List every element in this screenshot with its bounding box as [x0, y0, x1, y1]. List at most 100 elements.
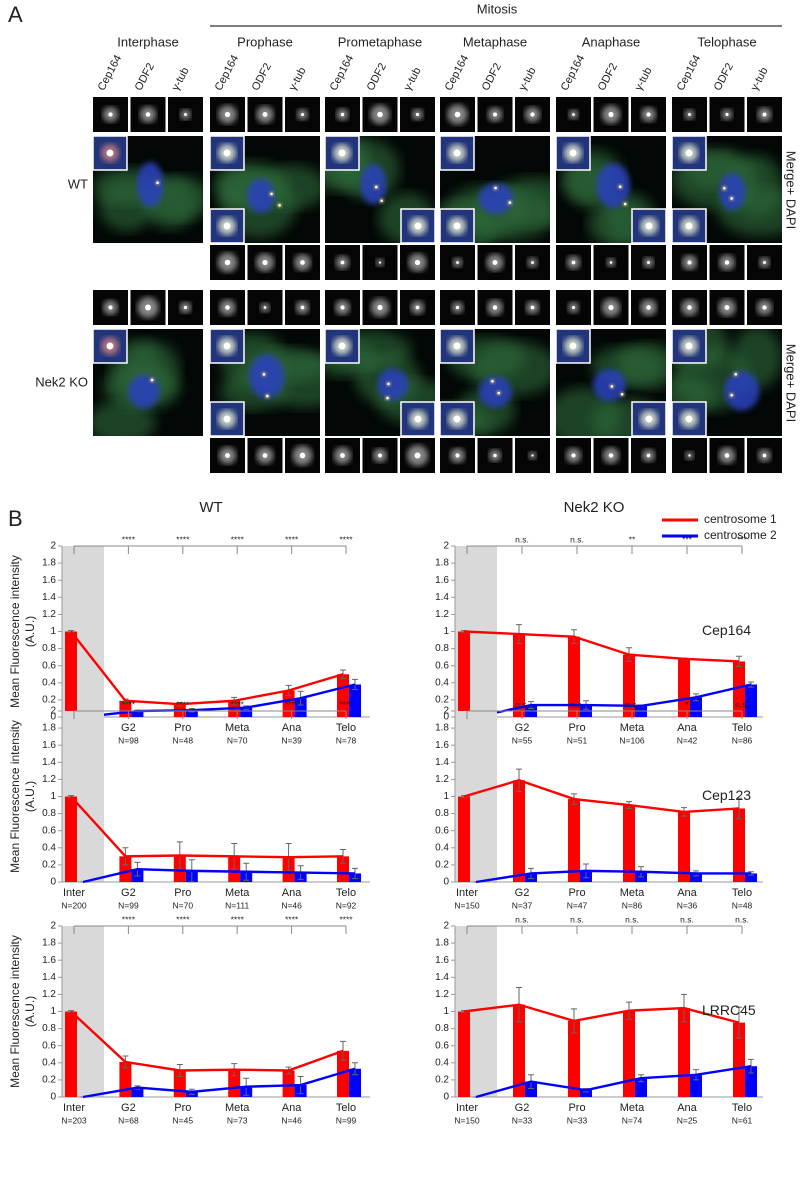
inset-spot [645, 222, 653, 230]
y-tick-label: 0.8 [42, 808, 56, 819]
channel-label: Cep164 [443, 53, 472, 93]
y-tick-label: 0.4 [42, 1057, 56, 1068]
thumbnail-spot [725, 112, 729, 117]
y-tick-label: 1 [50, 1006, 56, 1017]
x-tick-label: Inter [63, 887, 85, 899]
side-label: Merge+ DAPI [784, 344, 799, 422]
inset-spot [414, 415, 422, 423]
x-tick-label: Pro [174, 722, 191, 734]
merge-image [440, 329, 550, 436]
y-axis-label: Mean Fluorescence intensity [8, 935, 22, 1088]
x-tick-label: G2 [515, 722, 530, 734]
chart: 00.20.40.60.811.21.41.61.82InterN=150G2N… [435, 914, 763, 1125]
thumbnail-spot [571, 260, 576, 265]
nucleus [479, 376, 512, 408]
thumbnail-spot [762, 260, 767, 265]
thumbnail-spot [378, 261, 382, 264]
thumbnail-spot [414, 452, 421, 459]
merge-content [556, 329, 666, 436]
y-tick-label: 0.4 [42, 842, 56, 853]
thumbnail-spot [340, 305, 345, 310]
y-tick-label: 0.2 [42, 1075, 56, 1086]
panel-label: B [8, 506, 23, 531]
n-label: N=46 [281, 1115, 302, 1125]
bar [580, 1090, 592, 1097]
n-label: N=86 [732, 735, 753, 745]
y-tick-label: 1.2 [435, 774, 449, 785]
thumbnail-spot [300, 305, 305, 310]
x-tick-label: Telo [336, 722, 356, 734]
significance: **** [231, 534, 245, 544]
bar [458, 796, 470, 882]
bar [185, 710, 198, 717]
bar [131, 1087, 144, 1097]
thumbnail-spot [224, 111, 231, 118]
inset-spot [645, 415, 653, 423]
stage-label: Prophase [237, 34, 293, 49]
y-tick-label: 1.6 [42, 955, 56, 966]
stage-label: Interphase [117, 34, 178, 49]
y-tick-label: 1.8 [42, 938, 56, 949]
bar [337, 1050, 349, 1097]
n-label: N=99 [336, 1115, 357, 1125]
thumbnail-spot [530, 112, 535, 117]
merge-image [93, 136, 203, 243]
n-label: N=33 [512, 1115, 533, 1125]
y-tick-label: 0.6 [435, 1040, 449, 1051]
channel-label: γ-tub [633, 66, 655, 93]
thumbnail-spot [688, 113, 691, 116]
inset [210, 208, 245, 243]
merge-image [556, 329, 666, 436]
stage-label: Anaphase [582, 34, 641, 49]
bar [119, 1061, 132, 1097]
significance: n.s. [570, 699, 584, 709]
y-tick-label: 0.4 [435, 1057, 449, 1068]
n-label: N=99 [118, 900, 139, 910]
spot [734, 372, 738, 376]
merge-content [325, 136, 435, 243]
n-label: N=48 [732, 900, 753, 910]
bar [349, 684, 361, 717]
y-tick-label: 0.8 [435, 643, 449, 654]
thumbnail-spot [608, 111, 614, 118]
x-tick-label: Ana [677, 887, 697, 899]
x-tick-label: Meta [620, 1102, 645, 1114]
significance: n.s. [515, 914, 529, 924]
thumbnail-spot [646, 453, 651, 458]
bar [65, 631, 77, 717]
significance: **** [339, 534, 353, 544]
y-tick-label: 1.6 [435, 955, 449, 966]
spot [387, 382, 390, 386]
x-tick-label: Ana [282, 722, 302, 734]
y-tick-label: 0.6 [42, 660, 56, 671]
channel-label: γ-tub [287, 66, 309, 93]
stage-label: Prometaphase [338, 34, 423, 49]
series-line [475, 1065, 752, 1099]
merge-content [556, 136, 666, 243]
stage-label: Metaphase [463, 34, 527, 49]
spot [386, 396, 389, 400]
n-label: N=203 [61, 1115, 87, 1125]
spot [380, 199, 383, 203]
x-tick-label: Telo [336, 887, 356, 899]
channel-label: Cep164 [213, 53, 242, 93]
y-axis-label: Mean Fluorescence intensity [8, 720, 22, 873]
inset-spot [223, 415, 231, 423]
series-line [82, 1067, 356, 1099]
thumbnail-spot [377, 304, 383, 311]
channel-label: Cep164 [675, 53, 704, 93]
series-line [70, 1010, 344, 1072]
thumbnail-spot [377, 453, 383, 458]
thumbnail-spot [415, 305, 420, 310]
bar [635, 1078, 647, 1097]
channel-label: γ-tub [517, 66, 539, 93]
inset-spot [685, 149, 693, 157]
thumbnail-spot [299, 452, 306, 459]
inset-spot [338, 149, 346, 157]
bar [458, 1011, 470, 1097]
thumbnail-spot [145, 112, 151, 117]
bar [568, 1020, 580, 1097]
y-axis-label: Mean Fluorescence intensity [8, 555, 22, 708]
thumbnail-spot [646, 305, 651, 310]
n-label: N=55 [512, 735, 533, 745]
